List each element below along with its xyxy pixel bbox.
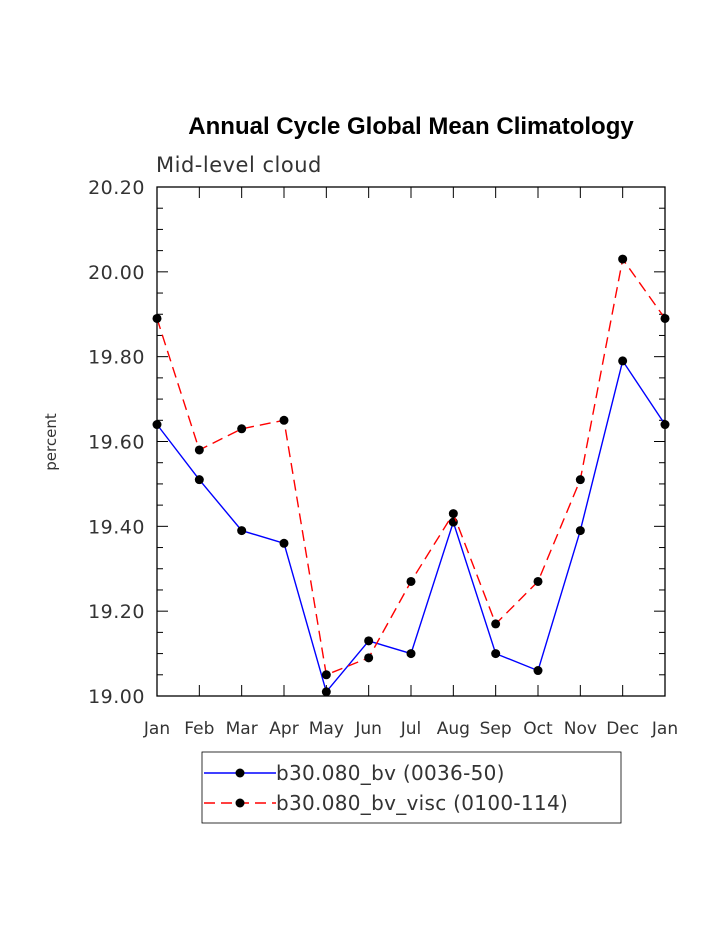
series-2-point	[660, 313, 670, 323]
y-tick-label: 19.60	[88, 432, 145, 454]
x-axis-tick-labels: Jan Feb Mar Apr May Jun Jul Aug Sep Oct Nov Dec Jan	[143, 719, 678, 739]
x-tick-label: Mar	[226, 719, 258, 739]
series-1-point	[533, 666, 543, 676]
y-axis-tick-labels: 19.00 19.20 19.40 19.60 19.80 20.00 20.20	[88, 177, 145, 708]
x-tick-label: Jan	[651, 719, 678, 739]
series-line-2	[156, 257, 666, 676]
series-1-point	[618, 356, 628, 366]
series-1-point	[364, 636, 374, 646]
x-tick-label: Aug	[437, 719, 470, 739]
series-1-point	[575, 526, 585, 536]
series-2-point	[575, 475, 585, 485]
chart-title: Annual Cycle Global Mean Climatology	[188, 113, 634, 140]
series-2-point	[321, 670, 331, 680]
x-tick-label: Oct	[523, 719, 553, 739]
y-tick-label: 19.20	[88, 601, 145, 623]
y-tick-label: 19.00	[88, 686, 145, 708]
legend: b30.080_bv (0036-50) b30.080_bv_visc (01…	[201, 751, 622, 824]
series-2-point	[152, 313, 162, 323]
series-2-point	[618, 254, 628, 264]
x-tick-label: Feb	[184, 719, 214, 739]
plot-frame	[156, 186, 666, 697]
y-tick-label: 19.80	[88, 347, 145, 369]
series-1-point	[194, 475, 204, 485]
series-2-point	[364, 653, 374, 663]
x-tick-label: May	[309, 719, 344, 739]
x-tick-label: Jun	[354, 719, 382, 739]
y-tick-label: 19.40	[88, 516, 145, 538]
series-1-point	[660, 420, 670, 430]
x-tick-label: Dec	[606, 719, 639, 739]
legend-marker-series-1	[235, 768, 245, 778]
series-1-point	[448, 517, 458, 527]
series-2-point	[279, 415, 289, 425]
series-1-point	[491, 649, 501, 659]
series-1-point	[406, 649, 416, 659]
series-1-point	[321, 687, 331, 697]
series-2-point	[194, 445, 204, 455]
series-2-point	[448, 509, 458, 519]
legend-label-series-2: b30.080_bv_visc (0100-114)	[276, 791, 568, 815]
series-1-point	[279, 538, 289, 548]
x-tick-label: Jan	[143, 719, 170, 739]
series-group	[152, 254, 670, 697]
legend-box	[201, 751, 622, 824]
series-2-point	[237, 424, 247, 434]
x-tick-label: Nov	[564, 719, 597, 739]
series-2-point	[491, 619, 501, 629]
series-1-point	[152, 420, 162, 430]
series-2-point	[406, 576, 416, 586]
y-axis-label: percent	[42, 413, 60, 471]
y-tick-label: 20.20	[88, 177, 145, 199]
series-2-point	[533, 576, 543, 586]
x-tick-label: Jul	[400, 719, 422, 739]
x-tick-label: Apr	[269, 719, 298, 739]
series-line-1	[156, 359, 666, 694]
legend-label-series-1: b30.080_bv (0036-50)	[276, 761, 505, 785]
series-1-point	[237, 526, 247, 536]
legend-marker-series-2	[235, 798, 245, 808]
y-tick-label: 20.00	[88, 262, 145, 284]
x-tick-label: Sep	[480, 719, 512, 739]
axis-ticks	[156, 186, 666, 697]
chart-subtitle: Mid-level cloud	[156, 153, 322, 177]
